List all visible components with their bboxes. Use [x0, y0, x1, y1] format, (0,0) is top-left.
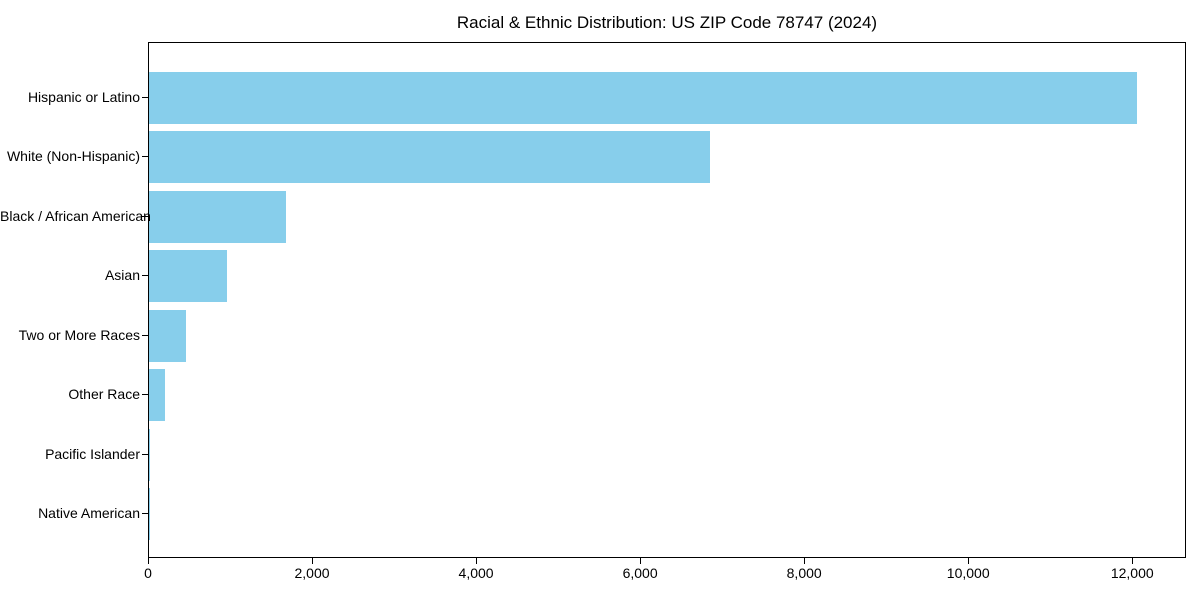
x-tick-mark	[968, 558, 970, 564]
bar-pacific-islander	[149, 428, 151, 481]
y-tick-label: White (Non-Hispanic)	[6, 148, 140, 165]
bar-white-non-hispanic-	[149, 131, 711, 184]
bar-other-race	[149, 369, 166, 422]
y-tick-label: Black / African American	[0, 207, 151, 224]
y-tick-mark	[142, 453, 148, 455]
x-tick-label: 10,000	[946, 565, 990, 581]
x-tick-label: 8,000	[786, 565, 822, 581]
bar-black-african-american	[149, 190, 286, 243]
x-tick-label: 0	[144, 565, 152, 581]
x-tick-mark	[804, 558, 806, 564]
y-tick-mark	[142, 513, 148, 514]
bar-asian	[149, 250, 228, 303]
x-tick-mark	[476, 558, 478, 564]
chart-title: Racial & Ethnic Distribution: US ZIP Cod…	[456, 13, 878, 32]
y-tick-label: Native American	[38, 505, 140, 521]
y-tick-label: Asian	[104, 267, 140, 284]
y-tick-label: Hispanic or Latino	[27, 89, 140, 105]
x-tick-label: 6,000	[622, 565, 658, 581]
x-tick-mark	[640, 558, 642, 564]
x-tick-label: 4,000	[458, 565, 494, 581]
y-tick-mark	[142, 156, 148, 158]
bar-hispanic-or-latino	[149, 72, 1138, 124]
x-tick-label: 12,000	[1110, 565, 1154, 581]
bar-native-american	[149, 488, 150, 540]
x-tick-mark	[1132, 558, 1134, 564]
y-tick-label: Two or More Races	[18, 326, 140, 343]
y-tick-mark	[142, 334, 148, 336]
x-tick-mark	[312, 558, 314, 564]
y-tick-mark	[142, 394, 148, 396]
x-tick-label: 2,000	[294, 565, 330, 581]
y-tick-label: Other Race	[68, 386, 140, 403]
y-tick-mark	[142, 275, 148, 277]
y-tick-mark	[142, 97, 148, 98]
y-tick-mark	[142, 215, 148, 217]
x-tick-mark	[148, 558, 149, 564]
y-tick-label: Pacific Islander	[45, 445, 140, 462]
plot-area	[148, 42, 1186, 558]
bar-two-or-more-races	[149, 309, 187, 362]
